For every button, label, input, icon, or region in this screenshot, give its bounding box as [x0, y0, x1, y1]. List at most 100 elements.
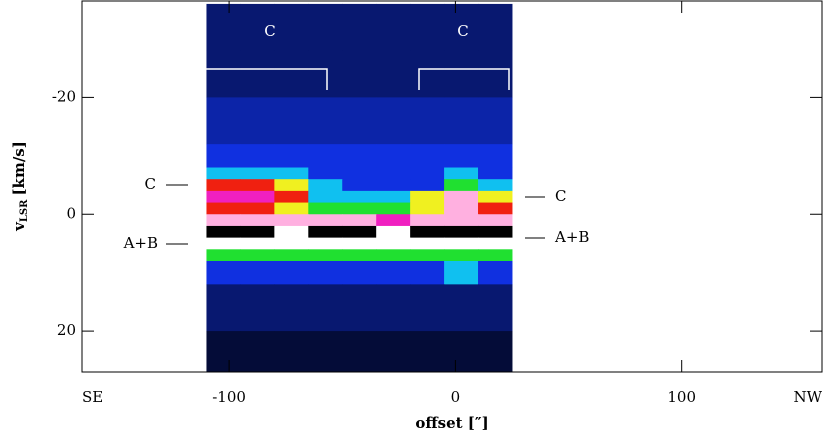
heatmap-cell: [342, 190, 377, 204]
heatmap-cell: [240, 237, 275, 250]
heatmap-cell: [206, 237, 241, 250]
heatmap-cell: [410, 50, 445, 98]
annotation: C: [457, 22, 468, 40]
heatmap-cell: [206, 214, 241, 227]
heatmap-cell: [206, 190, 241, 204]
heatmap-cell: [240, 214, 275, 227]
heatmap-cell: [342, 225, 377, 239]
heatmap-cell: [206, 3, 241, 52]
heatmap-cell: [240, 50, 275, 98]
annotation: C: [555, 187, 566, 205]
heatmap-cell: [240, 260, 275, 285]
heatmap-cell: [240, 225, 275, 239]
heatmap-cell: [478, 260, 513, 285]
corner-label: SE: [82, 388, 103, 406]
heatmap-cell: [444, 3, 479, 52]
heatmap-cell: [410, 214, 445, 227]
heatmap-cell: [308, 237, 343, 250]
heatmap-cell: [240, 167, 275, 180]
heatmap-cell: [308, 331, 343, 373]
y-axis-label: vLSR [km/s]: [10, 141, 30, 232]
y-tick-label: -20: [52, 87, 76, 105]
heatmap-cell: [410, 179, 445, 192]
heatmap-cell: [274, 50, 309, 98]
annotation: A+B: [123, 234, 158, 252]
heatmap-cell: [376, 50, 411, 98]
heatmap-cell: [240, 190, 275, 204]
heatmap-cell: [206, 167, 241, 180]
heatmap-cell: [274, 202, 309, 215]
heatmap-cell: [342, 3, 377, 52]
heatmap-cell: [308, 249, 343, 262]
heatmap-cell: [274, 225, 309, 239]
heatmap-cell: [444, 50, 479, 98]
heatmap-cell: [410, 237, 445, 250]
heatmap-cell: [478, 190, 513, 204]
heatmap-cell: [478, 3, 513, 52]
heatmap-cell: [342, 214, 377, 227]
heatmap-cell: [308, 202, 343, 215]
heatmap-cell: [342, 50, 377, 98]
heatmap-cell: [240, 179, 275, 192]
heatmap-cell: [274, 97, 309, 145]
heatmap-cell: [444, 237, 479, 250]
heatmap-cell: [274, 331, 309, 373]
heatmap-cell: [240, 202, 275, 215]
heatmap-cell: [342, 284, 377, 332]
heatmap-cell: [342, 179, 377, 192]
heatmap-cell: [478, 214, 513, 227]
heatmap-cell: [376, 144, 411, 169]
heatmap-cell: [376, 97, 411, 145]
annotation: A+B: [554, 228, 589, 246]
heatmap-cell: [206, 284, 241, 332]
heatmap-cell: [342, 331, 377, 373]
heatmap-cell: [308, 190, 343, 204]
heatmap-cell: [444, 190, 479, 204]
heatmap-cell: [478, 179, 513, 192]
heatmap-cell: [376, 225, 411, 239]
heatmap-cell: [274, 144, 309, 169]
x-axis-label: offset [″]: [415, 414, 488, 432]
heatmap-cell: [478, 167, 513, 180]
heatmap-cell: [240, 97, 275, 145]
heatmap-cell: [342, 97, 377, 145]
heatmap-cell: [308, 50, 343, 98]
heatmap-cell: [410, 97, 445, 145]
heatmap-cell: [444, 331, 479, 373]
heatmap-cell: [274, 214, 309, 227]
heatmap-cell: [410, 331, 445, 373]
heatmap-cell: [376, 284, 411, 332]
heatmap-cell: [206, 260, 241, 285]
heatmap-cell: [478, 331, 513, 373]
heatmap-cell: [410, 190, 445, 204]
heatmap-cell: [478, 225, 513, 239]
heatmap-cell: [410, 225, 445, 239]
heatmap-cell: [444, 225, 479, 239]
heatmap-cell: [444, 284, 479, 332]
heatmap-cell: [206, 249, 241, 262]
heatmap-cell: [240, 3, 275, 52]
heatmap-cell: [376, 190, 411, 204]
heatmap-cell: [342, 249, 377, 262]
heatmap-cell: [478, 249, 513, 262]
heatmap: [206, 3, 513, 373]
heatmap-cell: [478, 97, 513, 145]
heatmap-cell: [240, 331, 275, 373]
heatmap-cell: [376, 237, 411, 250]
heatmap-cell: [376, 249, 411, 262]
heatmap-cell: [444, 214, 479, 227]
bracket: [203, 68, 328, 90]
heatmap-cell: [206, 202, 241, 215]
heatmap-cell: [478, 202, 513, 215]
heatmap-cell: [410, 249, 445, 262]
heatmap-cell: [274, 237, 309, 250]
heatmap-cell: [410, 202, 445, 215]
heatmap-cell: [444, 144, 479, 169]
heatmap-cell: [410, 167, 445, 180]
heatmap-cell: [206, 144, 241, 169]
heatmap-cell: [342, 237, 377, 250]
heatmap-cell: [444, 260, 479, 285]
heatmap-cell: [240, 284, 275, 332]
heatmap-cell: [478, 284, 513, 332]
